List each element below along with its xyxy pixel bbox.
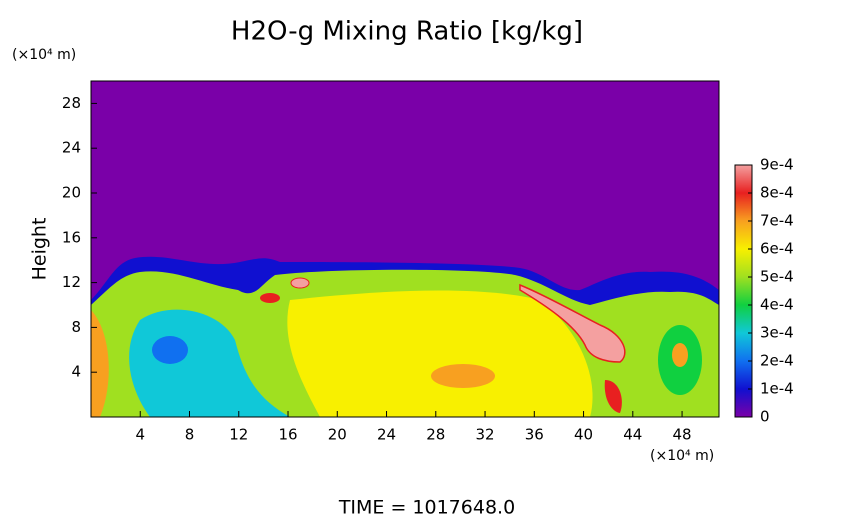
y-tick-label: 20 (62, 184, 81, 202)
field-core (287, 290, 593, 417)
field-warm-blob (431, 364, 495, 388)
colorbar-tick-label: 6e-4 (760, 240, 794, 258)
x-tick-label: 32 (475, 426, 494, 444)
field-left-edge (91, 310, 109, 417)
field-red-patch (290, 277, 310, 289)
y-unit: (×10⁴ m) (12, 47, 76, 63)
x-tick-label: 12 (229, 426, 248, 444)
y-tick-label: 28 (62, 94, 81, 112)
x-tick-label: 44 (623, 426, 642, 444)
x-tick-label: 8 (185, 426, 195, 444)
y-tick-label: 16 (62, 228, 81, 246)
colorbar-tick-label: 5e-4 (760, 268, 794, 286)
colorbar-tick-label: 9e-4 (760, 156, 794, 174)
x-tick-label: 24 (377, 426, 396, 444)
x-tick-label: 28 (426, 426, 445, 444)
field-right-core (672, 343, 688, 367)
y-tick-label: 4 (71, 363, 81, 381)
x-unit: (×10⁴ m) (650, 448, 714, 464)
x-tick-label: 4 (135, 426, 145, 444)
x-tick-label: 16 (278, 426, 297, 444)
field-red-patch (260, 293, 280, 303)
field (91, 81, 719, 417)
colorbar (734, 164, 753, 418)
y-tick-label: 8 (71, 318, 81, 336)
colorbar-tick-label: 3e-4 (760, 324, 794, 342)
colorbar-tick-label: 2e-4 (760, 352, 794, 370)
colorbar-tick-label: 4e-4 (760, 296, 794, 314)
x-tick-label: 20 (328, 426, 347, 444)
x-tick-label: 36 (525, 426, 544, 444)
colorbar-tick-label: 8e-4 (760, 184, 794, 202)
field-plume (519, 283, 626, 363)
chart-title: H2O-g Mixing Ratio [kg/kg] (231, 17, 583, 47)
x-tick-label: 40 (574, 426, 593, 444)
colorbar-tick-label: 0 (760, 408, 770, 426)
x-tick-label: 48 (673, 426, 692, 444)
field-red-patch (604, 380, 622, 413)
y-tick-label: 12 (62, 273, 81, 291)
colorbar-tick-label: 7e-4 (760, 212, 794, 230)
y-axis-label: Height (29, 218, 51, 281)
y-tick-label: 24 (62, 139, 81, 157)
colorbar-tick-label: 1e-4 (760, 380, 794, 398)
field-eddy (152, 336, 188, 364)
footer-time: TIME = 1017648.0 (338, 497, 515, 519)
plot-frame (90, 80, 720, 418)
